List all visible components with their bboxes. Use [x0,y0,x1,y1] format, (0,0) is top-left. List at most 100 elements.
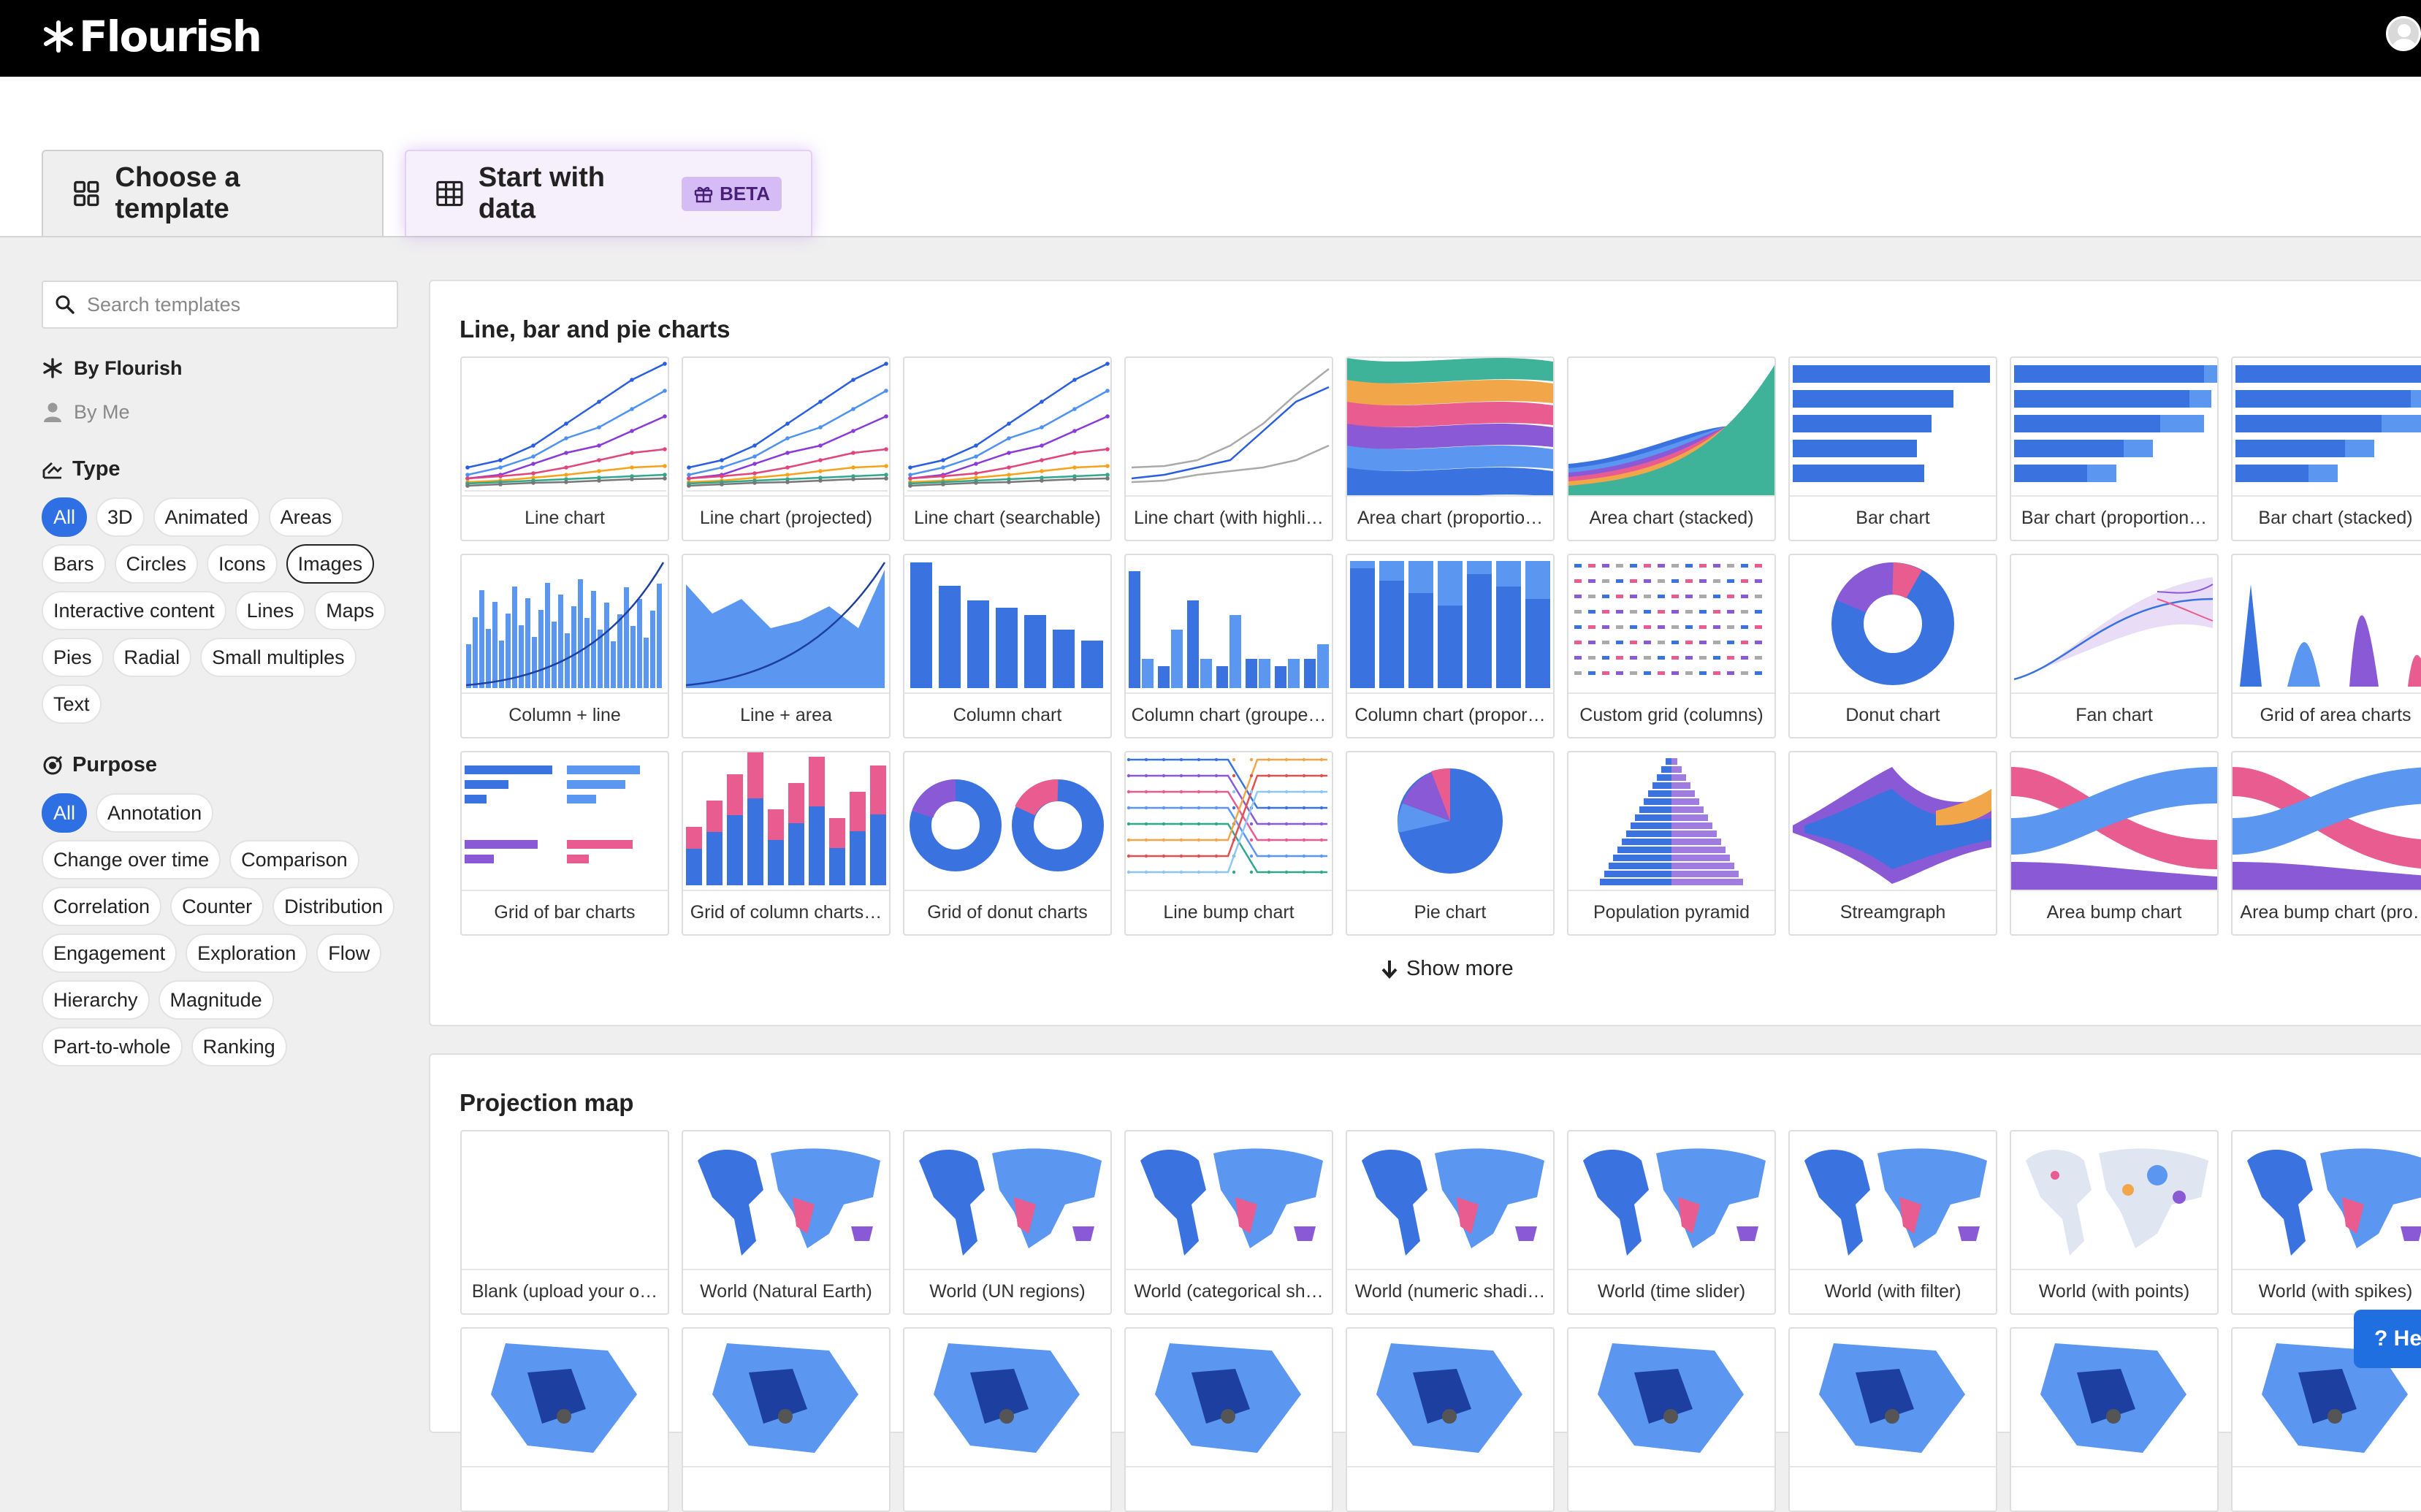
template-card[interactable]: World (with filter) [1788,1130,1997,1315]
type-chip[interactable]: Interactive content [42,591,226,630]
type-chip[interactable]: All [42,497,88,537]
filter-by-flourish[interactable]: By Flourish [42,354,400,383]
purpose-chip[interactable]: Ranking [191,1027,287,1066]
template-label: Line bump chart [1126,890,1332,934]
template-thumbnail [1598,1343,1744,1453]
template-card[interactable] [903,1327,1112,1512]
template-card[interactable]: Fan chart [2010,554,2219,738]
template-card[interactable]: Column chart (groupe… [1124,554,1333,738]
template-thumbnail [2247,1148,2421,1256]
template-card[interactable]: Line chart (searchable) [903,356,1112,541]
template-card[interactable]: World (with spikes) [2231,1130,2421,1315]
template-label [1347,1466,1553,1511]
template-card[interactable]: Grid of bar charts [460,751,669,936]
template-card[interactable]: Line chart (with highli… [1124,356,1333,541]
template-label: Blank (upload your o… [462,1269,668,1313]
purpose-chip[interactable]: Hierarchy [42,980,150,1020]
type-chip[interactable]: Text [42,684,102,724]
template-card[interactable]: Line + area [682,554,891,738]
tab-choose-template[interactable]: Choose a template [42,150,384,236]
type-chip[interactable]: Icons [207,544,278,584]
template-card[interactable]: Grid of donut charts [903,751,1112,936]
template-card[interactable]: Area bump chart (pro… [2231,751,2421,936]
template-card[interactable]: Line chart [460,356,669,541]
template-card[interactable] [2010,1327,2219,1512]
template-thumbnail [2235,365,2421,482]
tab-start-with-data[interactable]: Start with data BETA [405,150,812,236]
template-card[interactable] [1567,1327,1776,1512]
template-card[interactable] [1346,1327,1555,1512]
type-chip[interactable]: Areas [268,497,344,537]
show-more-button[interactable]: Show more [1380,957,1514,981]
template-thumbnail [712,1343,858,1453]
purpose-chip[interactable]: Counter [170,887,264,926]
template-card[interactable]: Pie chart [1346,751,1555,936]
purpose-chip[interactable]: Part-to-whole [42,1027,183,1066]
type-chip[interactable]: Small multiples [200,638,357,677]
template-grid: Blank (upload your o… World (Natural Eart… [460,1130,2421,1512]
template-card[interactable] [1788,1327,1997,1512]
purpose-chip[interactable]: Magnitude [158,980,274,1020]
search-box[interactable] [42,280,398,329]
search-input[interactable] [85,292,381,317]
flourish-logo[interactable]: Flourish [41,7,262,66]
template-label [1568,1466,1774,1511]
purpose-chip[interactable]: Exploration [186,933,308,973]
type-chip[interactable]: 3D [96,497,145,537]
template-thumbnail [1793,767,1991,884]
purpose-chip[interactable]: Correlation [42,887,162,926]
template-card[interactable]: World (Natural Earth) [682,1130,891,1315]
type-chip[interactable]: Radial [112,638,192,677]
template-card[interactable] [682,1327,891,1512]
template-card[interactable] [1124,1327,1333,1512]
purpose-chip[interactable]: All [42,793,88,833]
purpose-chip[interactable]: Flow [316,933,382,973]
template-card[interactable]: Area chart (stacked) [1567,356,1776,541]
template-label: Area chart (proportio… [1347,495,1553,540]
beta-text: BETA [720,182,770,205]
template-card[interactable]: Blank (upload your o… [460,1130,669,1315]
purpose-chip[interactable]: Engagement [42,933,178,973]
type-chip[interactable]: Lines [235,591,306,630]
template-card[interactable]: World (time slider) [1567,1130,1776,1315]
template-card[interactable]: World (categorical sh… [1124,1130,1333,1315]
filter-by-me[interactable]: By Me [42,397,400,427]
type-chip[interactable]: Maps [314,591,386,630]
template-card[interactable]: Line chart (projected) [682,356,891,541]
purpose-chip[interactable]: Change over time [42,840,221,879]
help-button[interactable]: ? He [2354,1310,2421,1368]
template-card[interactable] [460,1327,669,1512]
template-card[interactable]: Line bump chart [1124,751,1333,936]
purpose-chip[interactable]: Comparison [229,840,359,879]
type-chip[interactable]: Circles [114,544,199,584]
type-chip[interactable]: Images [286,544,375,584]
template-card[interactable]: Custom grid (columns) [1567,554,1776,738]
type-chip[interactable]: Pies [42,638,104,677]
template-card[interactable]: Column + line [460,554,669,738]
template-card[interactable]: Bar chart [1788,356,1997,541]
template-label [462,1466,668,1511]
template-card[interactable]: Column chart [903,554,1112,738]
type-chip[interactable]: Bars [42,544,106,584]
user-avatar[interactable] [2386,16,2421,51]
template-card[interactable]: Bar chart (stacked) [2231,356,2421,541]
template-card[interactable]: Population pyramid [1567,751,1776,936]
template-card[interactable]: World (with points) [2010,1130,2219,1315]
type-chip[interactable]: Animated [153,497,260,537]
template-thumbnail [1129,571,1329,688]
template-card[interactable]: Grid of column charts… [682,751,891,936]
template-card[interactable]: Area bump chart [2010,751,2219,936]
purpose-chip[interactable]: Distribution [272,887,395,926]
type-filter-list: All 3D Animated Areas Bars Circles Icons Images… [42,497,400,724]
template-card[interactable]: Donut chart [1788,554,1997,738]
template-card[interactable]: Grid of area charts [2231,554,2421,738]
purpose-chip[interactable]: Annotation [96,793,214,833]
template-card[interactable]: Area chart (proportio… [1346,356,1555,541]
template-card[interactable]: Streamgraph [1788,751,1997,936]
template-card[interactable]: Bar chart (proportion… [2010,356,2219,541]
template-thumbnail [1350,561,1550,688]
template-card[interactable]: World (UN regions) [903,1130,1112,1315]
type-heading: Type [42,457,400,481]
template-card[interactable]: Column chart (propor… [1346,554,1555,738]
template-card[interactable]: World (numeric shadi… [1346,1130,1555,1315]
